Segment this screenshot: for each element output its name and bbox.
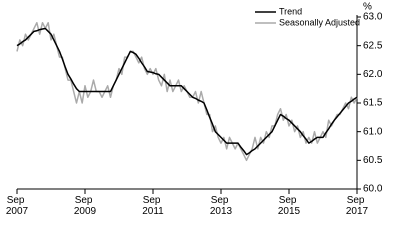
y-axis-unit: % [363,2,372,13]
y-tick-label: 60.0 [363,184,383,195]
y-tick-label: 63.0 [363,12,383,23]
legend-label: Trend [279,6,302,16]
y-tick-label: 60.5 [363,155,383,166]
y-tick-label: 61.0 [363,126,383,137]
series-line [16,27,358,156]
x-tick-label: Sep 2013 [210,195,233,217]
x-tick-label: Sep 2011 [142,195,164,217]
x-tick-label: Sep 2015 [278,195,301,217]
chart: % 60.0 60.5 61.0 61.5 62.0 62.5 63.0 Sep 2007 Se… [6,2,383,217]
x-tick-label: Sep 2007 [6,195,29,217]
y-tick-label: 62.0 [363,69,383,80]
y-tick-label: 61.5 [363,98,383,109]
page: {"chart_data": { "type": "line", "y_labe… [5,1,383,217]
x-tick-label: Sep 2009 [74,195,97,217]
legend-label: Seasonally Adjusted [279,17,360,27]
y-tick-label: 62.5 [363,40,383,51]
x-tick-label: Sep 2017 [346,195,369,217]
